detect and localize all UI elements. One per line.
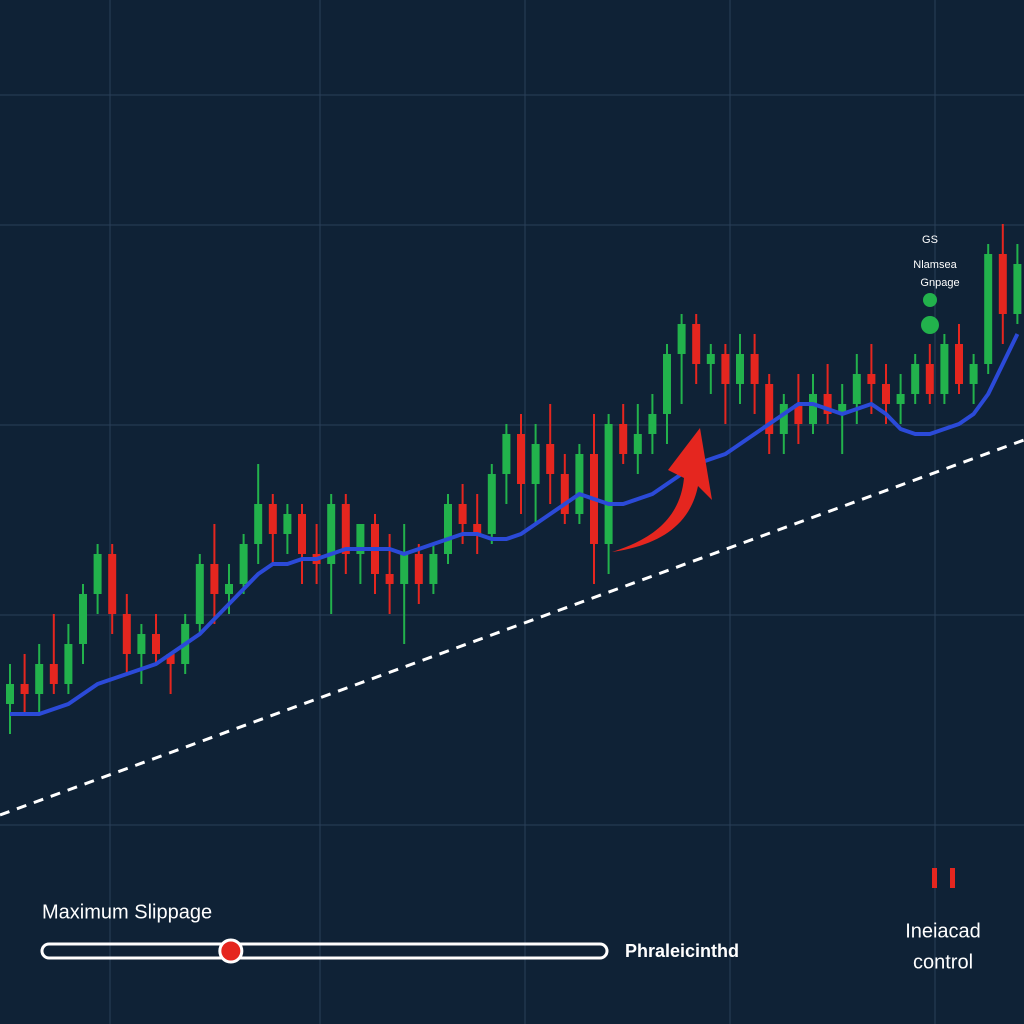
candle-body — [531, 444, 540, 484]
candle-body — [166, 654, 175, 664]
legend-label: Nlamsea — [913, 259, 957, 271]
legend-label: Gnpage — [920, 277, 959, 289]
candle-body — [940, 344, 949, 394]
candle-body — [298, 514, 306, 554]
candle-body — [546, 444, 555, 474]
slider-knob[interactable] — [218, 938, 244, 964]
candle-body — [444, 504, 452, 554]
candle-body — [502, 434, 511, 474]
candle-body — [93, 554, 102, 594]
moving-average — [10, 333, 1020, 716]
candle-body — [648, 414, 657, 434]
candle-body — [925, 364, 934, 394]
control-icon — [950, 868, 955, 888]
candle-body — [1013, 264, 1022, 314]
candle-body — [64, 644, 73, 684]
candle-body — [400, 554, 409, 584]
candle-body — [458, 504, 467, 524]
candle-body — [794, 404, 803, 424]
trend-line — [0, 438, 1024, 817]
candle-body — [896, 394, 905, 404]
candle-body — [692, 324, 701, 364]
candle-body — [517, 434, 525, 484]
control-label[interactable]: control — [913, 951, 973, 973]
control-icon — [932, 868, 937, 888]
candle-body — [268, 504, 277, 534]
candle-body — [779, 404, 788, 434]
candle-body — [414, 554, 423, 584]
candle-body — [283, 514, 292, 534]
candle-body — [254, 504, 263, 544]
candle-body — [911, 364, 920, 394]
candle-body — [984, 254, 993, 364]
candle-body — [35, 664, 44, 694]
candle-body — [122, 614, 131, 654]
candle-body — [882, 384, 890, 404]
control-label[interactable]: Ineiacad — [905, 920, 981, 942]
candle-body — [49, 664, 58, 684]
candle-body — [721, 354, 730, 384]
candle-body — [356, 524, 365, 554]
candle-body — [210, 564, 219, 594]
candle-body — [663, 354, 671, 414]
candle-body — [969, 364, 978, 384]
candle-body — [152, 634, 160, 654]
candle-body — [473, 524, 482, 534]
candle-body — [633, 434, 642, 454]
candle-body — [765, 384, 774, 434]
candle-body — [560, 474, 569, 514]
candle-body — [137, 634, 146, 654]
candle-body — [852, 374, 861, 404]
candle-body — [619, 424, 628, 454]
candle-body — [750, 354, 759, 384]
candle-body — [677, 324, 686, 354]
slider-label: Maximum Slippage — [42, 901, 212, 923]
slider-value: Phraleicinthd — [625, 941, 739, 961]
candles — [6, 224, 1022, 734]
candle-body — [6, 684, 14, 704]
candle-body — [385, 574, 394, 584]
candle-body — [706, 354, 715, 364]
candle-body — [20, 684, 29, 694]
legend-dot — [923, 293, 937, 307]
candle-body — [575, 454, 584, 514]
candle-body — [487, 474, 496, 534]
candle-body — [108, 554, 117, 614]
candle-body — [429, 554, 438, 584]
candle-body — [341, 504, 350, 554]
arrow — [612, 428, 712, 552]
slider-track[interactable] — [40, 942, 609, 960]
legend-dot — [921, 316, 939, 334]
candle-body — [604, 424, 613, 544]
candle-body — [225, 584, 233, 594]
candle-body — [79, 594, 87, 644]
candle-body — [955, 344, 963, 384]
candle-body — [809, 394, 817, 424]
candle-body — [838, 404, 847, 414]
candle-body — [867, 374, 876, 384]
candle-body — [195, 564, 204, 624]
candle-body — [823, 394, 832, 414]
candle-body — [736, 354, 744, 384]
candle-body — [327, 504, 336, 564]
legend-label: GS — [922, 234, 938, 246]
candle-body — [998, 254, 1007, 314]
candle-body — [239, 544, 248, 584]
